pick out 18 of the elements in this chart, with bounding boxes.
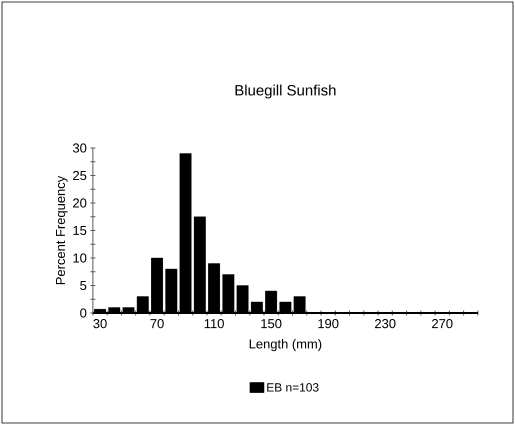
legend-label: EB n=103: [267, 383, 319, 392]
x-tick-label: 30: [93, 319, 107, 328]
x-tick-label: 190: [318, 319, 338, 328]
y-tick-label: 10: [73, 253, 86, 263]
y-tick-label: 5: [80, 280, 86, 290]
x-tick-label: 70: [150, 319, 164, 328]
y-tick-label: 15: [73, 226, 86, 236]
x-tick-label: 230: [375, 319, 396, 328]
x-axis-title: Length (mm): [250, 339, 322, 352]
y-tick-label: 0: [80, 308, 86, 318]
y-tick-label: 30: [72, 143, 86, 153]
x-tick-label: 150: [261, 319, 282, 328]
x-tick-label: 270: [432, 319, 453, 328]
y-tick-label: 20: [73, 198, 86, 208]
x-tick-label: 110: [204, 319, 224, 328]
chart-title: Bluegill Sunfish: [236, 84, 336, 98]
y-tick-label: 25: [73, 170, 86, 180]
y-axis-title: Percent Frequency: [56, 176, 68, 284]
